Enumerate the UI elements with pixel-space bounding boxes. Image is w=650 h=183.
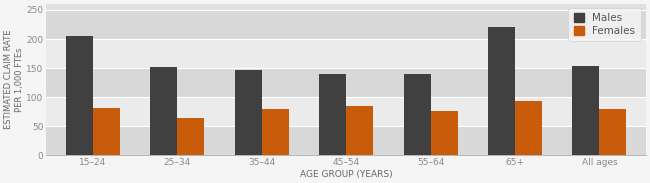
- Bar: [262, 109, 289, 155]
- Legend: Males, Females: Males, Females: [569, 8, 641, 41]
- Bar: [46, 68, 646, 97]
- Bar: [46, 10, 646, 39]
- Bar: [177, 117, 204, 155]
- Y-axis label: ESTIMATED CLAIM RATE
PER 1,000 FTEs: ESTIMATED CLAIM RATE PER 1,000 FTEs: [4, 30, 23, 129]
- X-axis label: AGE GROUP (YEARS): AGE GROUP (YEARS): [300, 170, 393, 179]
- Bar: [404, 74, 430, 155]
- Bar: [235, 70, 262, 155]
- Bar: [66, 36, 93, 155]
- Bar: [346, 106, 373, 155]
- Bar: [150, 67, 177, 155]
- Bar: [599, 109, 627, 155]
- Bar: [46, 97, 646, 126]
- Bar: [46, 39, 646, 68]
- Bar: [488, 27, 515, 155]
- Bar: [46, 126, 646, 155]
- Bar: [573, 66, 599, 155]
- Bar: [515, 101, 542, 155]
- Bar: [93, 108, 120, 155]
- Bar: [319, 74, 346, 155]
- Bar: [430, 111, 458, 155]
